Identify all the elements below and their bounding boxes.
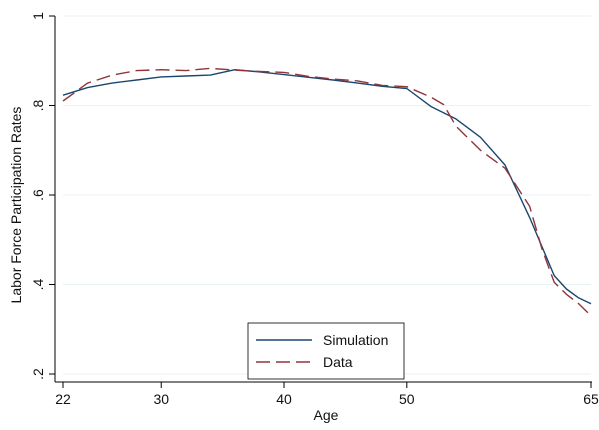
x-tick-label: 22 — [55, 391, 71, 407]
y-tick-label: .4 — [30, 278, 46, 290]
legend-box — [247, 322, 405, 380]
y-tick-label: .2 — [30, 368, 46, 380]
x-tick-label: 65 — [583, 391, 599, 407]
y-tick-label: 1 — [30, 12, 46, 20]
x-axis-title: Age — [314, 407, 339, 423]
y-axis-title: Labor Force Participation Rates — [8, 107, 24, 304]
x-tick-label: 50 — [399, 391, 415, 407]
legend-label-data: Data — [323, 354, 353, 370]
series-line-data — [62, 67, 592, 317]
x-tick-label: 30 — [153, 391, 169, 407]
y-tick-label: .8 — [30, 99, 46, 111]
gridlines — [63, 15, 591, 375]
legend: Simulation Data — [247, 322, 405, 380]
series-lines — [62, 67, 592, 317]
y-tick-label: .6 — [30, 189, 46, 201]
legend-label-simulation: Simulation — [323, 332, 388, 348]
axes: .2 .4 .6 .8 1 22 30 40 50 65 — [30, 12, 599, 407]
x-tick-label: 40 — [276, 391, 292, 407]
